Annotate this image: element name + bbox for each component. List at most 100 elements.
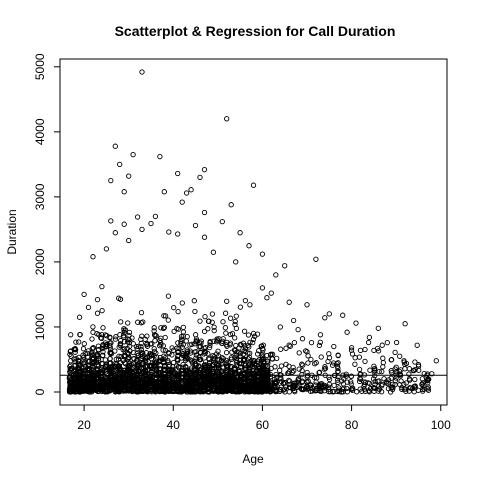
data-point xyxy=(184,347,190,353)
data-point xyxy=(232,377,238,384)
data-point xyxy=(207,342,213,348)
data-point xyxy=(218,376,225,383)
data-point xyxy=(175,308,181,315)
data-point xyxy=(198,340,204,346)
data-point xyxy=(259,371,265,377)
data-point xyxy=(135,319,141,325)
data-point xyxy=(180,367,186,373)
data-point xyxy=(192,341,198,347)
data-point xyxy=(113,363,119,370)
data-point xyxy=(317,339,323,345)
data-point xyxy=(250,339,256,346)
data-point xyxy=(273,386,280,392)
data-point xyxy=(272,379,278,386)
data-point xyxy=(68,332,74,338)
data-point xyxy=(203,359,209,365)
data-point xyxy=(161,313,167,319)
data-point xyxy=(312,382,319,388)
data-point xyxy=(224,116,230,122)
data-point xyxy=(420,380,426,386)
data-point xyxy=(375,325,381,331)
data-point xyxy=(209,311,216,317)
data-point xyxy=(362,346,368,353)
data-point xyxy=(201,384,207,390)
data-point xyxy=(326,311,332,317)
data-point xyxy=(246,243,252,249)
data-point xyxy=(130,341,136,347)
data-point xyxy=(218,361,225,367)
data-point xyxy=(296,350,302,356)
data-point xyxy=(135,343,142,350)
data-point xyxy=(140,369,146,375)
data-point xyxy=(180,386,186,392)
data-point xyxy=(113,334,119,340)
data-point xyxy=(178,341,184,347)
data-point xyxy=(299,371,305,378)
data-point xyxy=(148,220,154,227)
data-point xyxy=(291,380,297,386)
data-point xyxy=(94,353,100,359)
data-point xyxy=(116,353,122,359)
data-point xyxy=(292,382,298,389)
data-point xyxy=(90,345,96,351)
data-point xyxy=(138,309,145,316)
data-point xyxy=(193,355,199,361)
data-point xyxy=(379,368,385,375)
data-point xyxy=(121,378,127,385)
data-point xyxy=(352,361,358,367)
data-point xyxy=(100,349,106,355)
data-point xyxy=(187,371,193,377)
data-point xyxy=(85,359,92,365)
data-point xyxy=(264,375,270,382)
data-point xyxy=(229,349,235,355)
data-point xyxy=(121,189,127,195)
data-point xyxy=(121,334,127,340)
data-point xyxy=(415,362,422,368)
data-point xyxy=(219,218,225,225)
data-point xyxy=(267,352,274,358)
data-point xyxy=(78,373,84,380)
data-point xyxy=(241,348,247,354)
data-point xyxy=(429,371,435,377)
data-point xyxy=(148,389,155,395)
data-point xyxy=(290,317,297,324)
data-point xyxy=(237,364,244,370)
data-point xyxy=(250,182,257,188)
data-point xyxy=(233,259,239,265)
data-point xyxy=(103,375,109,382)
data-point xyxy=(237,230,243,236)
data-point xyxy=(160,325,167,332)
data-point xyxy=(107,350,114,357)
data-point xyxy=(241,356,247,363)
data-point xyxy=(283,361,289,368)
data-point xyxy=(138,344,144,350)
data-point xyxy=(267,371,273,378)
data-point xyxy=(126,329,133,336)
data-point xyxy=(161,366,168,372)
data-point xyxy=(227,331,234,338)
data-point xyxy=(367,367,373,373)
data-point xyxy=(81,341,87,347)
data-point xyxy=(130,382,137,388)
data-point xyxy=(151,348,158,355)
data-point xyxy=(316,369,323,375)
data-point xyxy=(313,360,319,366)
data-point xyxy=(229,373,235,379)
data-point xyxy=(73,339,79,345)
data-point xyxy=(125,320,131,326)
data-point xyxy=(117,341,123,347)
data-point xyxy=(260,362,266,369)
data-point xyxy=(414,342,420,348)
data-point xyxy=(94,386,101,392)
data-point xyxy=(115,384,122,390)
data-point xyxy=(393,375,399,381)
data-point xyxy=(99,344,106,350)
data-point xyxy=(228,202,234,208)
data-point xyxy=(165,349,172,356)
data-point xyxy=(162,375,168,381)
data-point xyxy=(348,347,355,353)
data-point xyxy=(202,348,208,354)
data-point xyxy=(380,359,386,366)
data-point xyxy=(158,325,164,331)
data-point xyxy=(191,298,197,304)
